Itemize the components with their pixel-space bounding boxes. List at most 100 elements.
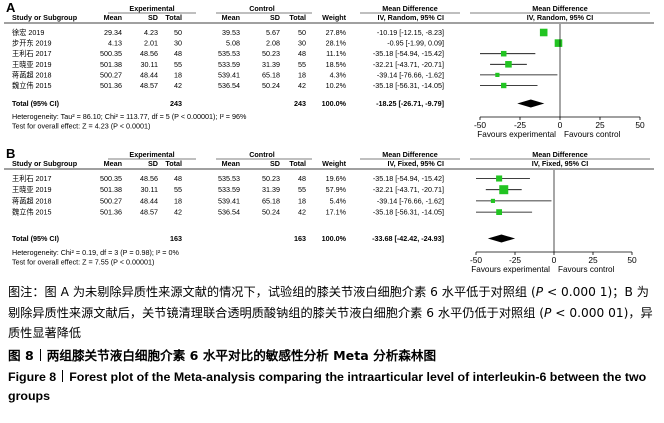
figure-caption: 图注：图 A 为未剔除异质性来源文献的情况下，试验组的膝关节液白细胞介素 6 水… xyxy=(8,282,658,406)
study-weight: 19.6% xyxy=(326,174,347,183)
overall-effect-test: Test for overall effect: Z = 4.23 (P < 0… xyxy=(12,122,150,131)
col-header-plot: IV, Fixed, 95% CI xyxy=(532,159,588,168)
effect-column-title: Mean Difference xyxy=(382,150,438,159)
ctrl-total: 55 xyxy=(298,185,306,194)
exp-sd: 48.44 xyxy=(140,196,158,205)
ctrl-sd: 31.39 xyxy=(262,185,280,194)
study-effect-square xyxy=(496,175,503,182)
x-tick-label: 0 xyxy=(558,120,563,130)
study-ci: -32.21 [-43.71, -20.71] xyxy=(373,185,444,194)
x-tick-label: 0 xyxy=(552,255,557,265)
col-header-c-sd: SD xyxy=(270,13,280,22)
ctrl-mean: 539.41 xyxy=(218,196,240,205)
ctrl-sd: 2.08 xyxy=(266,39,280,48)
exp-mean: 4.13 xyxy=(108,39,122,48)
study-name: 王晓亚 2019 xyxy=(12,60,52,69)
col-header-c-total: Total xyxy=(289,13,306,22)
study-ci: -35.18 [-56.31, -14.05] xyxy=(373,208,444,217)
study-ci: -35.18 [-54.94, -15.42] xyxy=(373,49,444,58)
effect-column-title: Mean Difference xyxy=(382,4,438,13)
exp-mean: 500.35 xyxy=(100,174,122,183)
pooled-effect-diamond xyxy=(517,99,545,108)
total-ctrl-n: 243 xyxy=(294,99,306,108)
exp-mean: 500.27 xyxy=(100,70,122,79)
study-effect-square xyxy=(501,82,507,89)
study-name: 蒋菡超 2018 xyxy=(12,196,52,205)
study-effect-square xyxy=(505,61,512,68)
pooled-effect-diamond xyxy=(487,234,516,243)
caption-note: 图注：图 A 为未剔除异质性来源文献的情况下，试验组的膝关节液白细胞介素 6 水… xyxy=(8,285,653,340)
overall-effect-test: Test for overall effect: Z = 7.55 (P < 0… xyxy=(12,258,154,267)
ctrl-sd: 50.24 xyxy=(262,81,280,90)
exp-mean: 501.36 xyxy=(100,208,122,217)
ctrl-mean: 533.59 xyxy=(218,185,240,194)
study-name: 王利石 2017 xyxy=(12,174,52,183)
study-ci: -39.14 [-76.66, -1.62] xyxy=(377,196,444,205)
col-header-plot: IV, Random, 95% CI xyxy=(527,13,593,22)
x-tick-label: 25 xyxy=(595,120,605,130)
col-header-ci: IV, Random, 95% CI xyxy=(378,13,444,22)
col-header-c-mean: Mean xyxy=(222,13,240,22)
ctrl-mean: 39.53 xyxy=(222,28,240,37)
study-weight: 28.1% xyxy=(326,39,347,48)
ctrl-total: 48 xyxy=(298,174,306,183)
x-tick-label: -25 xyxy=(514,120,526,130)
exp-mean: 501.36 xyxy=(100,81,122,90)
study-effect-square xyxy=(490,198,496,203)
exp-total: 18 xyxy=(174,70,182,79)
study-weight: 11.1% xyxy=(326,49,346,58)
ctrl-sd: 65.18 xyxy=(262,196,280,205)
exp-mean: 501.38 xyxy=(100,185,122,194)
total-weight: 100.0% xyxy=(322,234,347,243)
col-header-e-mean: Mean xyxy=(104,13,122,22)
study-effect-square xyxy=(496,209,503,216)
col-header-e-sd: SD xyxy=(148,159,158,168)
plot-column-title: Mean Difference xyxy=(532,4,588,13)
ctrl-sd: 50.23 xyxy=(262,174,280,183)
exp-sd: 48.56 xyxy=(140,174,158,183)
caption-title-en: Figure 8 Forest plot of the Meta-analysis… xyxy=(8,369,647,403)
study-weight: 17.1% xyxy=(326,208,347,217)
study-effect-square xyxy=(500,50,507,57)
heterogeneity-stats: Heterogeneity: Tau² = 86.10; Chi² = 113.… xyxy=(12,112,247,121)
favours-left-label: Favours experimental xyxy=(471,265,550,274)
exp-sd: 48.57 xyxy=(140,208,158,217)
exp-sd: 30.11 xyxy=(141,60,158,69)
exp-sd: 48.57 xyxy=(140,81,158,90)
study-name: 步开东 2019 xyxy=(12,39,52,48)
col-header-e-total: Total xyxy=(165,13,182,22)
exp-sd: 4.23 xyxy=(144,28,158,37)
panel-label: B xyxy=(6,146,15,161)
exp-mean: 29.34 xyxy=(104,28,122,37)
study-weight: 10.2% xyxy=(326,81,347,90)
ctrl-sd: 50.23 xyxy=(262,49,280,58)
exp-total: 55 xyxy=(174,60,182,69)
exp-sd: 48.44 xyxy=(140,70,158,79)
favours-right-label: Favours control xyxy=(564,130,621,139)
col-header-weight: Weight xyxy=(322,13,346,22)
study-name: 徐宏 2019 xyxy=(12,28,44,37)
study-name: 魏立伟 2015 xyxy=(12,81,52,90)
total-ci: -18.25 [-26.71, -9.79] xyxy=(376,99,444,108)
study-weight: 5.4% xyxy=(330,196,347,205)
ctrl-mean: 535.53 xyxy=(218,49,240,58)
total-exp-n: 243 xyxy=(170,99,182,108)
ctrl-total: 18 xyxy=(298,70,306,79)
heterogeneity-stats: Heterogeneity: Chi² = 0.19, df = 3 (P = … xyxy=(12,248,179,257)
ctrl-total: 42 xyxy=(298,81,306,90)
total-exp-n: 163 xyxy=(170,234,182,243)
total-label: Total (95% CI) xyxy=(12,99,60,108)
total-weight: 100.0% xyxy=(322,99,347,108)
ctrl-total: 55 xyxy=(298,60,306,69)
ctrl-sd: 65.18 xyxy=(262,70,280,79)
study-effect-square xyxy=(539,28,548,37)
study-ci: -10.19 [-12.15, -8.23] xyxy=(377,28,444,37)
panel-label: A xyxy=(6,0,16,15)
exp-mean: 500.27 xyxy=(100,196,122,205)
ctrl-mean: 535.53 xyxy=(218,174,240,183)
study-ci: -39.14 [-76.66, -1.62] xyxy=(377,70,444,79)
study-ci: -35.18 [-56.31, -14.05] xyxy=(373,81,444,90)
col-header-ci: IV, Fixed, 95% CI xyxy=(388,159,444,168)
study-effect-square xyxy=(499,185,509,195)
ctrl-mean: 5.08 xyxy=(226,39,240,48)
